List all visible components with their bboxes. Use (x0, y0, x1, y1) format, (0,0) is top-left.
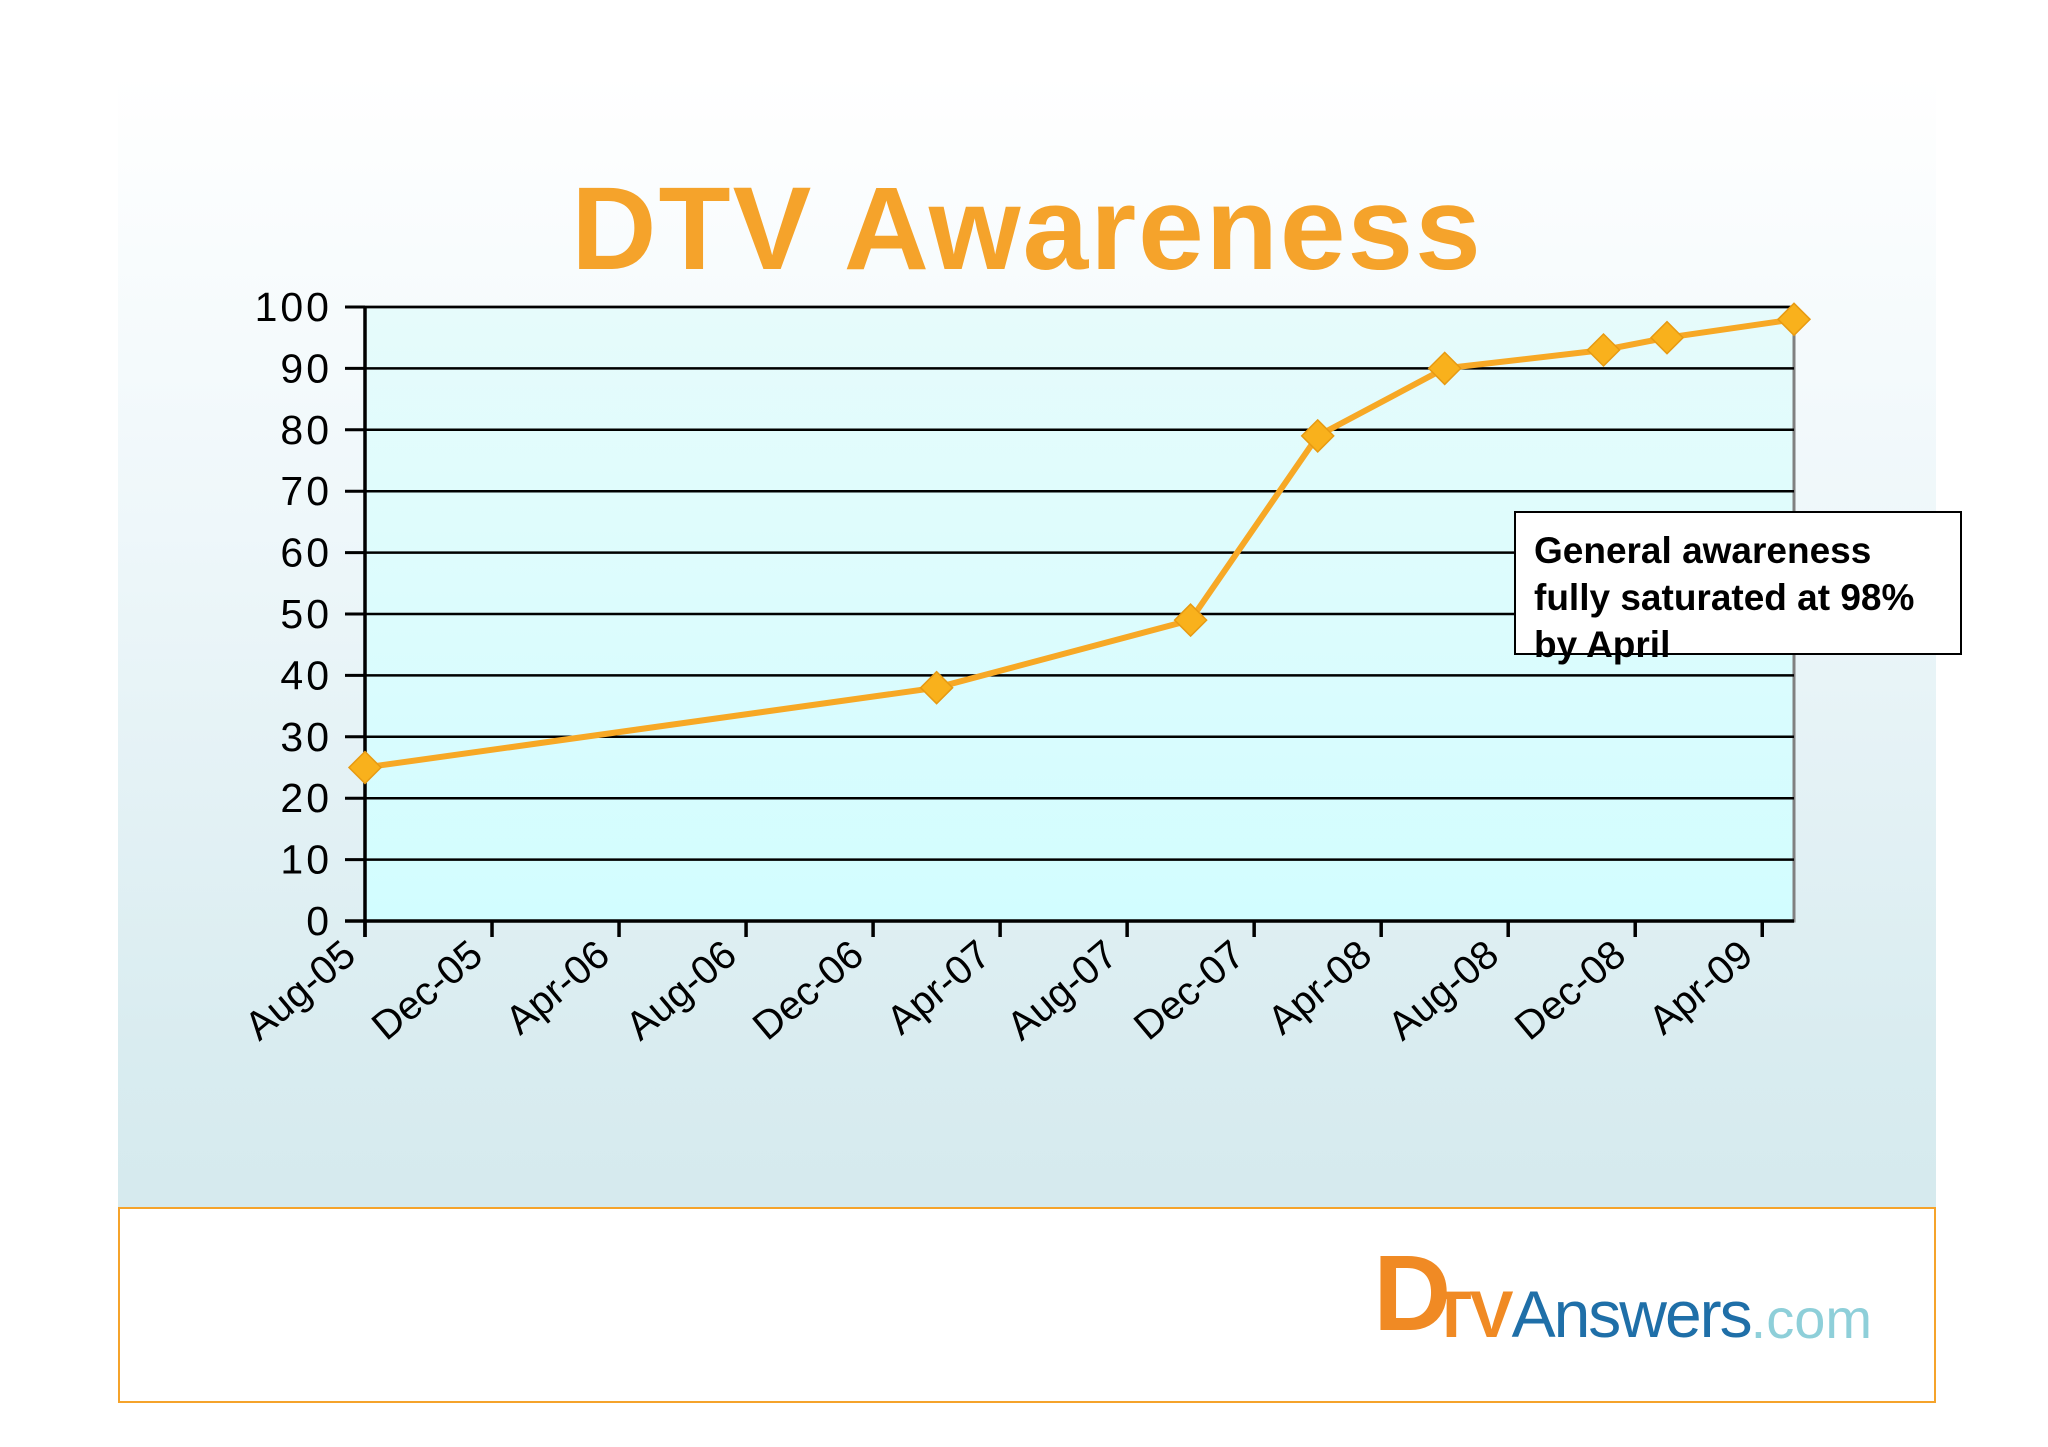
x-tick-label: Dec-07 (1126, 932, 1253, 1049)
x-tick-label: Aug-05 (237, 932, 364, 1049)
slide-title: DTV Awareness (571, 163, 1483, 295)
footer-panel: DTVAnswers.com (118, 1207, 1936, 1403)
y-tick-label: 40 (280, 652, 332, 698)
data-point (347, 750, 383, 785)
data-point (1776, 302, 1812, 337)
x-tick-label: Dec-06 (745, 932, 872, 1049)
x-tick-label: Aug-08 (1380, 932, 1507, 1049)
y-tick-label: 70 (280, 468, 332, 514)
data-point (1649, 320, 1685, 355)
y-tick-label: 30 (280, 714, 332, 760)
data-point (1586, 332, 1621, 368)
x-tick-label: Apr-08 (1260, 932, 1380, 1043)
y-tick-label: 0 (306, 898, 332, 944)
x-tick-label: Aug-07 (999, 932, 1126, 1049)
x-tick-label: Dec-05 (364, 932, 491, 1049)
logo-initial: D (1373, 1232, 1452, 1353)
data-point (919, 670, 954, 705)
logo-answers: Answers (1511, 1277, 1753, 1351)
data-point (1300, 418, 1335, 453)
slide: 0 10 20 30 40 50 60 70 80 90 100 Aug-05 Dec-05 Apr-0… (118, 75, 1962, 1403)
x-tick-label: Dec-08 (1507, 932, 1634, 1049)
logo-tv: TV (1431, 1277, 1513, 1351)
y-tick-label: 60 (280, 530, 332, 576)
logo-tld: .com (1750, 1287, 1872, 1350)
data-point (1427, 351, 1462, 386)
y-tick-label: 90 (280, 345, 332, 391)
y-tick-label: 20 (280, 775, 332, 821)
x-tick-label: Apr-09 (1641, 932, 1761, 1043)
x-tick-label: Apr-07 (879, 932, 999, 1043)
x-tick-label: Aug-06 (618, 932, 745, 1049)
y-tick-label: 50 (280, 591, 332, 637)
x-tick-label: Apr-06 (498, 932, 618, 1043)
dtvanswers-logo[interactable]: DTVAnswers.com (1373, 1239, 1872, 1350)
y-tick-label: 10 (280, 837, 332, 883)
y-tick-label: 80 (280, 407, 332, 453)
data-point (1173, 603, 1208, 638)
annotation-box: General awareness fully saturated at 98%… (1514, 511, 1962, 665)
y-tick-label: 100 (255, 284, 332, 330)
